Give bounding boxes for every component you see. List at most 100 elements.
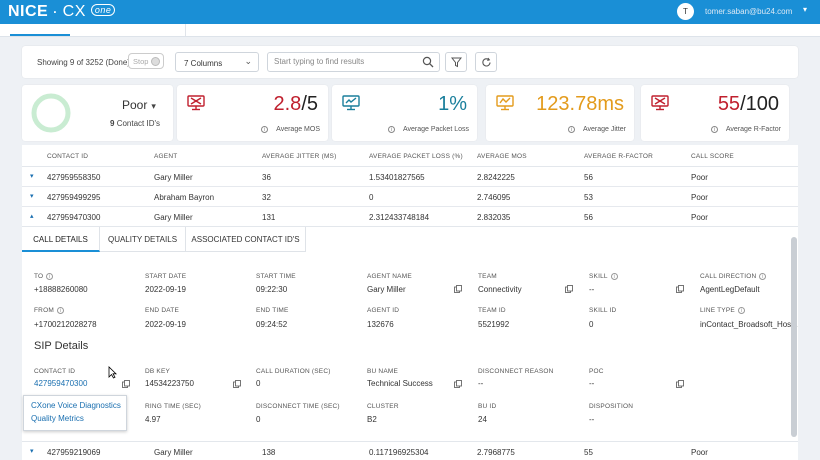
search-input[interactable] [274,57,414,66]
avatar[interactable]: T [677,3,694,20]
cell-rfactor: 53 [584,193,593,202]
tab-quality-details[interactable]: QUALITY DETAILS [100,227,186,252]
field-end-date-label: END DATE [145,307,179,314]
refresh-button[interactable] [475,52,497,72]
chevron-down-icon[interactable]: ▾ [30,173,34,180]
chevron-down-icon[interactable]: ▾ [803,5,808,14]
monitor-check-icon [342,95,360,111]
column-header-call-score[interactable]: CALL SCORE [691,153,734,160]
search-box[interactable] [267,52,440,72]
copy-icon[interactable] [454,285,462,293]
sip-cluster-label: CLUSTER [367,403,399,410]
sip-call-duration-value: 0 [256,379,261,388]
contact-count-suffix: Contact ID's [116,119,161,128]
table-row[interactable]: ▾ 427959499295 Abraham Bayron 32 0 2.746… [22,187,798,207]
kpi-average-packet-loss[interactable]: 1% i Average Packet Loss [332,85,477,141]
sip-bu-name-label: BU NAME [367,368,399,375]
sip-contact-id-link[interactable]: 427959470300 [34,379,88,388]
kpi-average-mos[interactable]: 2.8/5 i Average MOS [177,85,328,141]
field-skill-value: -- [589,285,595,294]
details-scrollbar[interactable] [791,237,797,437]
stop-toggle[interactable]: Stop [128,53,164,69]
field-from-label-text: FROM [34,307,54,314]
field-call-direction-label-text: CALL DIRECTION [700,273,757,280]
info-icon[interactable]: i [759,273,767,280]
brand-separator: · [53,5,58,19]
menu-item-voice-diagnostics[interactable]: CXone Voice Diagnostics [31,401,121,410]
sip-bu-name-value: Technical Success [367,379,433,388]
cell-jitter: 138 [262,448,276,457]
search-icon[interactable] [422,56,434,68]
brand-logo[interactable]: NICE · CX one [8,3,116,21]
info-icon[interactable]: i [387,126,395,133]
filter-button[interactable] [445,52,467,72]
cell-contact-id: 427959219069 [47,448,101,457]
kpi-rfactor-main: 55 [717,93,741,115]
copy-icon[interactable] [454,380,462,388]
field-team-id-value: 5521992 [478,320,510,329]
menu-item-quality-metrics[interactable]: Quality Metrics [31,414,84,423]
copy-icon[interactable] [233,380,241,388]
sip-disconnect-reason-label: DISCONNECT REASON [478,368,554,375]
call-score-summary[interactable]: Poor ▾ 9 Contact ID's [22,85,173,141]
info-icon[interactable]: i [610,273,618,280]
info-icon[interactable]: i [46,273,54,280]
score-dropdown[interactable]: Poor ▾ [122,98,156,112]
table-row[interactable]: ▾ 427959219069 Gary Miller 138 0.1171969… [22,441,798,460]
cell-packet-loss: 0.117196925304 [369,448,429,457]
sip-call-duration-label: CALL DURATION (SEC) [256,368,331,375]
chevron-down-icon[interactable]: ▾ [30,448,34,455]
contact-count: 9 Contact ID's [110,119,160,128]
sip-disposition-label: DISPOSITION [589,403,634,410]
field-team-label: TEAM [478,273,497,280]
details-tab-bar: CALL DETAILS QUALITY DETAILS ASSOCIATED … [22,227,306,252]
toggle-knob [151,57,160,66]
columns-select[interactable]: 7 Columns ⌄ [175,52,259,72]
info-icon[interactable]: i [261,126,269,133]
tab-call-details[interactable]: CALL DETAILS [22,227,100,252]
info-icon[interactable]: i [567,126,575,133]
brand-nice-text: NICE [8,3,49,20]
kpi-mos-value: 2.8/5 [274,93,319,116]
kpi-average-rfactor[interactable]: 55/100 i Average R-Factor [641,85,789,141]
field-end-time-value: 09:24:52 [256,320,288,329]
sip-ring-time-value: 4.97 [145,415,161,424]
user-email[interactable]: tomer.saban@bu24.com [705,7,793,16]
column-header-contact-id[interactable]: CONTACT ID [47,153,89,160]
contact-details-panel: CALL DETAILS QUALITY DETAILS ASSOCIATED … [22,226,798,441]
column-header-jitter[interactable]: AVERAGE JITTER (MS) [262,153,337,160]
sip-db-key-label: DB KEY [145,368,171,375]
sip-ring-time-label: RING TIME (SEC) [145,403,201,410]
chevron-down-icon[interactable]: ▾ [30,193,34,200]
cell-mos: 2.746095 [477,193,511,202]
cell-contact-id: 427959558350 [47,173,101,182]
info-icon[interactable]: i [737,307,745,314]
tab-associated-contact-ids[interactable]: ASSOCIATED CONTACT ID'S [186,227,306,252]
table-row-expanded[interactable]: ▴ 427959470300 Gary Miller 131 2.3124337… [22,207,798,227]
kpi-average-jitter[interactable]: 123.78ms i Average Jitter [486,85,634,141]
cell-mos: 2.8242225 [477,173,515,182]
copy-icon[interactable] [565,285,573,293]
info-icon[interactable]: i [56,307,64,314]
monitor-warning-icon [496,95,514,111]
info-icon[interactable]: i [710,126,718,133]
score-value: Poor [122,98,148,112]
column-header-agent[interactable]: AGENT [154,153,178,160]
cell-call-score: Poor [691,173,708,182]
kpi-rfactor-label-text: Average R-Factor [725,126,781,133]
copy-icon[interactable] [676,380,684,388]
sip-disconnect-time-label: DISCONNECT TIME (SEC) [256,403,340,410]
cell-mos: 2.832035 [477,213,511,222]
column-header-mos[interactable]: AVERAGE MOS [477,153,527,160]
column-header-rfactor[interactable]: AVERAGE R-FACTOR [584,153,654,160]
copy-icon[interactable] [122,380,130,388]
table-row[interactable]: ▾ 427959558350 Gary Miller 36 1.53401827… [22,167,798,187]
score-ring-chart [31,93,71,133]
cell-contact-id: 427959499295 [47,193,101,202]
field-agent-name-value: Gary Miller [367,285,406,294]
copy-icon[interactable] [676,285,684,293]
chevron-down-icon: ▾ [151,101,156,111]
chevron-up-icon[interactable]: ▴ [30,213,34,220]
column-header-packet-loss[interactable]: AVERAGE PACKET LOSS (%) [369,153,463,160]
kpi-rfactor-rest: /100 [740,93,779,115]
